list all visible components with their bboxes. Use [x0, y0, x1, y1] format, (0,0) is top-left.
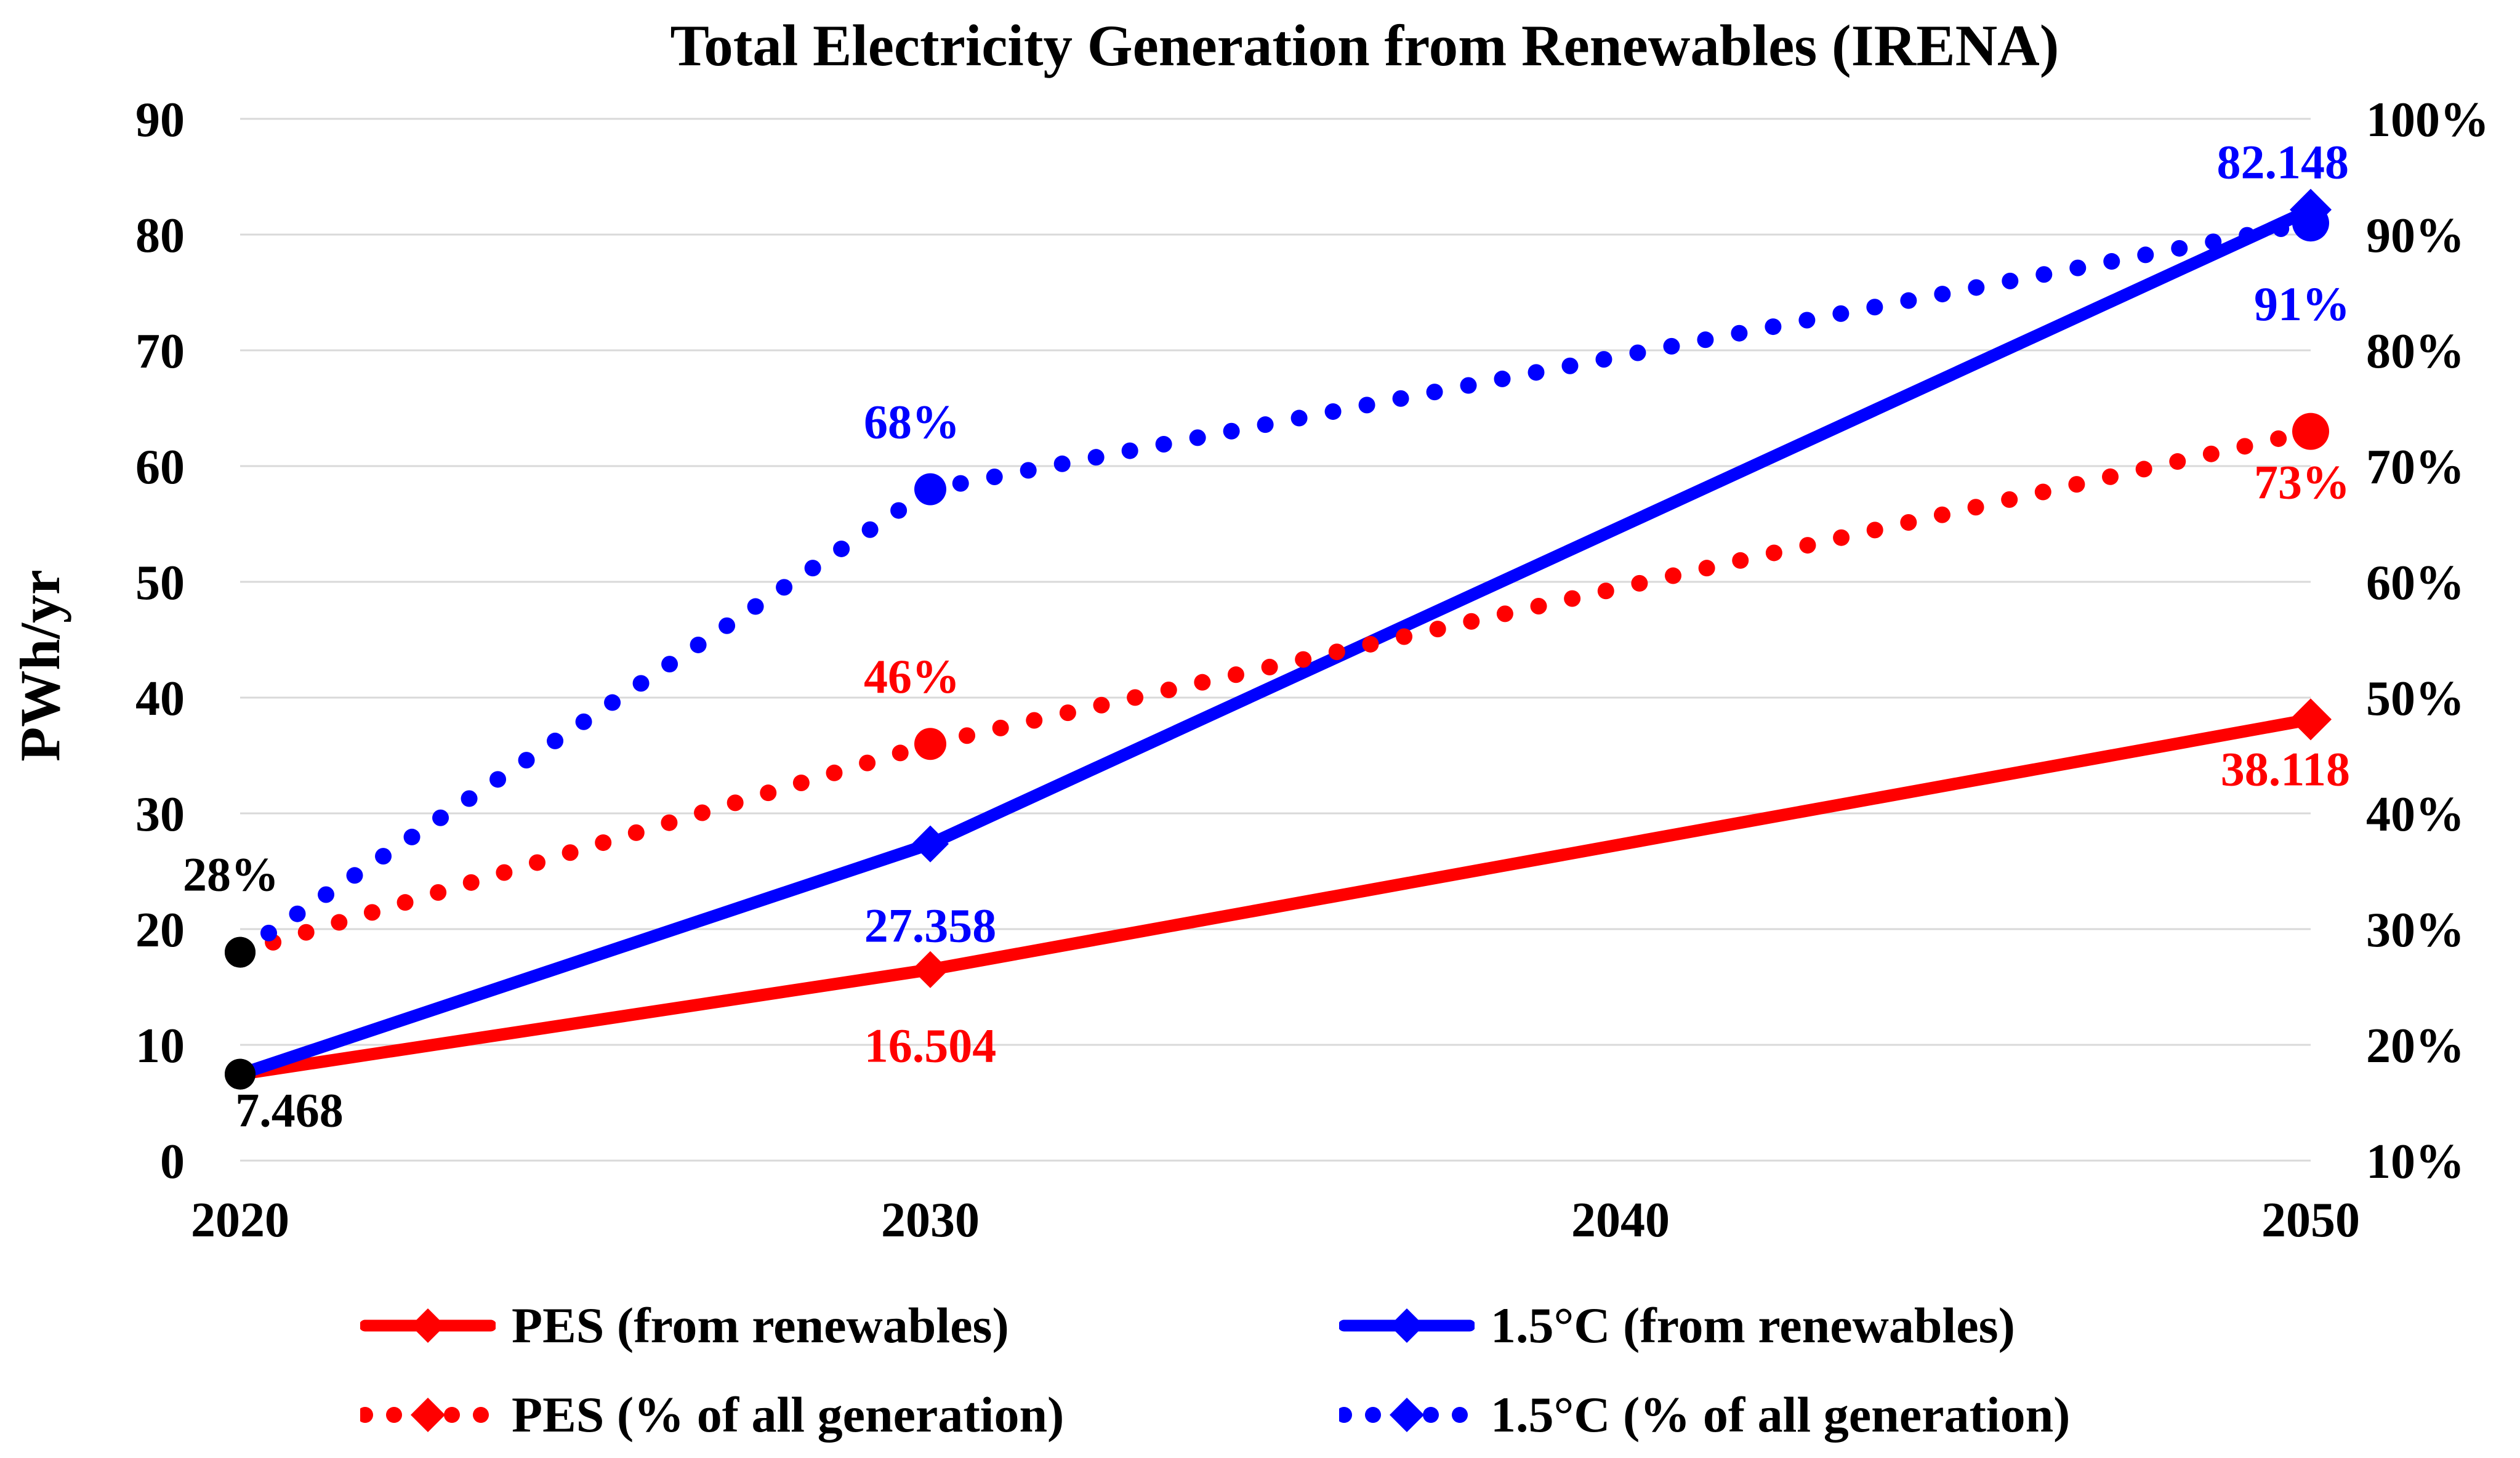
data-label: 27.358: [864, 899, 997, 953]
x-tick-label: 2030: [881, 1193, 980, 1247]
legend-line-sample: [1339, 1308, 1475, 1343]
y-tick-label-left: 70: [135, 324, 185, 379]
marker-pes-percent: [914, 728, 946, 760]
legend-label: 1.5°C (% of all generation): [1491, 1386, 2071, 1443]
legend-sample-solid-blue-icon: [1339, 1307, 1475, 1344]
legend-label: PES (% of all generation): [512, 1386, 1065, 1443]
y-tick-label-left: 40: [135, 672, 185, 726]
marker-c15-renewables: [225, 1058, 256, 1090]
legend-sample-dotted-red-icon: [360, 1396, 496, 1433]
marker-pes-percent: [2292, 413, 2329, 450]
data-label: 91%: [2254, 277, 2350, 331]
data-label: 28%: [183, 848, 279, 901]
data-label: 46%: [864, 650, 960, 703]
legend-sample-solid-red-icon: [360, 1307, 496, 1344]
y-tick-label-right: 90%: [2366, 209, 2465, 263]
legend-row: PES (% of all generation) 1.5°C (% of al…: [240, 1370, 2457, 1458]
y-tick-label-left: 80: [135, 209, 185, 263]
legend-line-sample: [360, 1308, 496, 1343]
y-tick-label-right: 20%: [2366, 1019, 2465, 1073]
marker-pes-renewables: [912, 951, 949, 988]
x-tick-label: 2050: [2261, 1193, 2360, 1247]
legend: PES (from renewables) 1.5°C (from renewa…: [240, 1281, 2457, 1458]
legend-label: 1.5°C (from renewables): [1491, 1297, 2015, 1353]
y-tick-label-right: 40%: [2366, 787, 2465, 842]
series-line-c15-renewables: [234, 203, 2317, 1081]
legend-item-pes-renewables: PES (from renewables): [360, 1300, 1339, 1351]
y-tick-label-left: 30: [135, 787, 185, 842]
y-tick-label-left: 0: [160, 1135, 185, 1189]
x-tick-label: 2020: [191, 1193, 289, 1247]
series-line-pes-renewables: [234, 713, 2317, 1081]
y-tick-label-right: 10%: [2366, 1135, 2465, 1189]
y-tick-label-right: 30%: [2366, 903, 2465, 957]
y-tick-label-right: 60%: [2366, 556, 2465, 610]
marker-c15-percent: [2292, 204, 2329, 242]
series-line-c15-percent: [231, 214, 2319, 961]
y-tick-label-right: 80%: [2366, 324, 2465, 379]
x-tick-label: 2040: [1571, 1193, 1670, 1247]
marker-c15-percent: [914, 473, 946, 505]
data-label: 38.118: [2221, 742, 2350, 795]
y-tick-label-left: 90: [135, 93, 185, 147]
legend-sample-dotted-blue-icon: [1339, 1396, 1475, 1433]
legend-item-15c-percent: 1.5°C (% of all generation): [1339, 1386, 2071, 1443]
marker-c15-renewables: [912, 825, 949, 863]
data-label: 68%: [864, 395, 960, 449]
y-tick-label-right: 70%: [2366, 440, 2465, 494]
legend-label: PES (from renewables): [512, 1297, 1009, 1353]
legend-row: PES (from renewables) 1.5°C (from renewa…: [240, 1281, 2457, 1370]
data-label: 82.148: [2217, 135, 2349, 189]
y-tick-label-left: 60: [135, 440, 185, 494]
legend-line-sample: [1339, 1397, 1475, 1432]
y-axis-title: PWh/yr: [9, 570, 71, 762]
marker-c15-percent: [225, 936, 256, 968]
marker-pes-renewables: [2290, 698, 2332, 741]
y-tick-label-left: 20: [135, 903, 185, 957]
data-label: 7.468: [235, 1084, 344, 1137]
legend-item-pes-percent: PES (% of all generation): [360, 1386, 1339, 1443]
y-tick-label-left: 10: [135, 1019, 185, 1073]
y-tick-label-right: 100%: [2366, 93, 2489, 147]
data-label: 16.504: [864, 1019, 997, 1073]
legend-line-sample: [360, 1397, 496, 1432]
legend-item-15c-renewables: 1.5°C (from renewables): [1339, 1300, 2015, 1351]
y-tick-label-left: 50: [135, 556, 185, 610]
chart-title: Total Electricity Generation from Renewa…: [670, 13, 2059, 78]
y-tick-label-right: 50%: [2366, 672, 2465, 726]
data-label: 73%: [2254, 456, 2350, 509]
